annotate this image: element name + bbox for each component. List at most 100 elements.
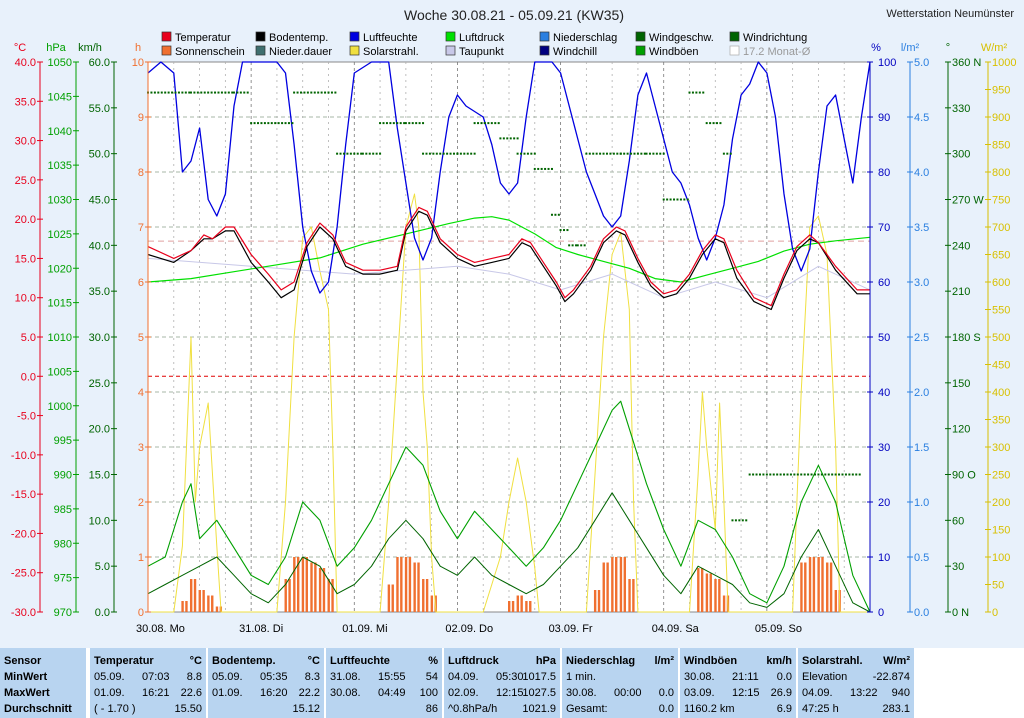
wind-direction-dot [776, 473, 779, 476]
wind-direction-dot [408, 122, 411, 125]
sunshine-bar [829, 562, 833, 612]
legend-swatch [445, 31, 456, 42]
cell-value: 86 [425, 703, 438, 715]
sunshine-bar [314, 562, 317, 612]
wind-direction-dot [217, 91, 220, 94]
wind-direction-dot [571, 244, 574, 247]
wind-direction-dot [157, 91, 160, 94]
wind-direction-dot [807, 473, 810, 476]
solar-tick-label: 150 [992, 525, 1010, 537]
wind-direction-dot [177, 91, 180, 94]
sunshine-bar [516, 595, 519, 612]
day-label: 01.09. Mi [342, 623, 387, 635]
wind-direction-dot [716, 122, 719, 125]
wind-direction-dot [585, 152, 588, 155]
wind-direction-dot [709, 122, 712, 125]
sunshine-bar [391, 584, 394, 612]
wind-direction-dot [820, 473, 823, 476]
wind-direction-dot [487, 122, 490, 125]
humidity-tick-label: 50 [878, 332, 890, 344]
legend-swatch [161, 31, 172, 42]
wind-direction-dot [652, 152, 655, 155]
humidity-tick-label: 60 [878, 277, 890, 289]
wind-direction-dot [722, 152, 725, 155]
wind-direction-dot [342, 152, 345, 155]
stats-cell-row: 04.09. 05:30 1017.5 [448, 669, 556, 686]
column-name: Bodentemp. [212, 655, 276, 667]
wind-direction-dot [246, 91, 249, 94]
wind-direction-dot [459, 152, 462, 155]
cell-date: 04.09. [448, 671, 479, 683]
cell-date: 01.09. [212, 687, 243, 699]
temp-tick-label: 0.0 [21, 371, 36, 383]
column-unit: % [428, 655, 438, 667]
legend-label: Windgeschw. [649, 32, 714, 44]
wind-direction-dot [509, 137, 512, 140]
wind-direction-dot [184, 91, 187, 94]
wind-direction-dot [630, 152, 633, 155]
legend-label: Windrichtung [743, 32, 807, 44]
solar-tick-label: 300 [992, 442, 1010, 454]
wind-direction-dot [250, 122, 253, 125]
wind-direction-dot [232, 91, 235, 94]
wind-direction-dot [324, 91, 327, 94]
rain-tick-label: 3.5 [914, 222, 929, 234]
legend-swatch [255, 31, 266, 42]
temp-tick-label: -15.0 [11, 489, 36, 501]
wind-direction-dot [533, 152, 536, 155]
hours-tick-label: 8 [138, 167, 144, 179]
wind-direction-dot [831, 473, 834, 476]
wind-direction-dot [452, 152, 455, 155]
wind-direction-dot [783, 473, 786, 476]
humidity-tick-label: 0 [878, 607, 884, 619]
wind-direction-dot [477, 122, 480, 125]
wind-direction-dot [595, 152, 598, 155]
legend-label: Sonnenschein [175, 46, 245, 58]
sunshine-bar [404, 557, 408, 612]
wind-direction-dot [772, 473, 775, 476]
direction-tick-label: 30 [952, 561, 964, 573]
wind-direction-dot [253, 122, 256, 125]
stats-column: Windböen km/h 30.08. 21:11 0.0 03.09. 12:15 26.… [680, 648, 798, 718]
cell-value: 283.1 [882, 703, 910, 715]
wind-tick-label: 10.0 [89, 515, 110, 527]
sunshine-bar [193, 579, 197, 612]
wind-direction-dot [669, 198, 672, 201]
solar-tick-label: 900 [992, 112, 1010, 124]
sunshine-bar [305, 557, 308, 612]
pressure-tick-label: 1015 [48, 298, 72, 310]
wind-direction-dot [181, 91, 184, 94]
wind-direction-dot [848, 473, 851, 476]
wind-direction-dot [196, 91, 199, 94]
wind-direction-dot [636, 152, 639, 155]
day-label: 30.08. Mo [136, 623, 185, 635]
wind-direction-dot [786, 473, 789, 476]
wind-direction-dot [150, 91, 153, 94]
temp-tick-label: 5.0 [21, 332, 36, 344]
stats-cell-row: 01.09. 16:21 22.6 [94, 685, 202, 702]
hours-tick-label: 1 [138, 552, 144, 564]
sunshine-bar [215, 606, 219, 612]
cell-time: 05:35 [260, 671, 288, 683]
temp-tick-label: -30.0 [11, 607, 36, 619]
temperature-line [147, 206, 870, 307]
sunshine-bar [602, 562, 605, 612]
wind-direction-dot [243, 91, 246, 94]
direction-tick-label: 60 [952, 515, 964, 527]
wind-direction-dot [568, 244, 571, 247]
cell-value: 1021.9 [522, 703, 556, 715]
wind-direction-dot [207, 91, 210, 94]
chart-title: Woche 30.08.21 - 05.09.21 (KW35) [404, 7, 624, 23]
day-label: 31.08. Di [239, 623, 283, 635]
stats-cell-row: 03.09. 12:15 26.9 [684, 685, 792, 702]
sunshine-bar [181, 601, 184, 612]
station-name: Wetterstation Neumünster [886, 8, 1014, 20]
wind-direction-dot [422, 122, 425, 125]
solar-tick-label: 750 [992, 195, 1010, 207]
hours-tick-label: 7 [138, 222, 144, 234]
wind-direction-dot [765, 473, 768, 476]
stats-column: Bodentemp. °C 05.09. 05:35 8.3 01.09. 16:20 22.… [208, 648, 326, 718]
legend-label: Niederschlag [553, 32, 617, 44]
temp-tick-label: 25.0 [15, 175, 36, 187]
wind-direction-dot [239, 91, 242, 94]
